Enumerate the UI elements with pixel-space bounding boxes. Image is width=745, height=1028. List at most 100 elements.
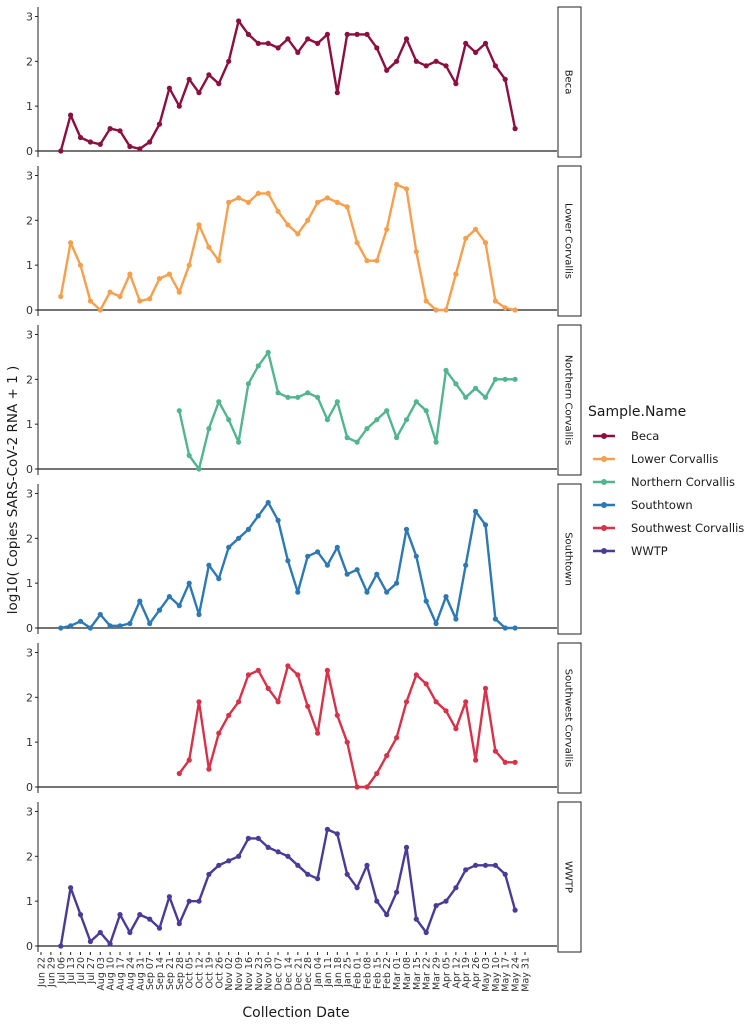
data-point xyxy=(334,199,340,205)
data-point xyxy=(127,929,133,936)
data-point xyxy=(374,770,380,777)
data-point xyxy=(403,844,410,851)
data-point xyxy=(413,916,419,922)
x-tick-label: Feb 08 xyxy=(362,957,373,989)
data-point xyxy=(216,81,222,87)
y-tick-label: 2 xyxy=(26,214,33,227)
facet-strip-label: Lower Corvallis xyxy=(563,203,574,279)
data-point xyxy=(473,226,479,232)
x-tick-label: Dec 07 xyxy=(274,957,285,991)
data-point xyxy=(186,757,192,763)
data-point xyxy=(423,681,429,687)
legend-item: Northern Corvallis xyxy=(593,475,735,489)
facet-strip xyxy=(557,483,582,635)
data-point xyxy=(453,726,459,732)
data-point xyxy=(216,862,222,868)
data-point xyxy=(245,381,251,387)
y-tick-label: 0 xyxy=(26,304,33,317)
data-point xyxy=(423,929,429,936)
data-point xyxy=(315,199,321,205)
data-point xyxy=(334,544,340,550)
x-tick-label: Sep 07 xyxy=(145,957,156,990)
x-tick-label: Oct 26 xyxy=(214,957,225,989)
x-tick-label: Jan 11 xyxy=(323,957,334,988)
facet-panel: 0 1 2 3 Lower Corvallis xyxy=(26,165,582,317)
data-point xyxy=(492,748,498,754)
x-tick-label: Mar 29 xyxy=(432,957,443,990)
x-tick-label: Nov 23 xyxy=(254,957,265,991)
data-point xyxy=(334,712,340,718)
data-point xyxy=(453,616,459,622)
data-point xyxy=(176,103,182,109)
legend-key-point xyxy=(601,525,607,531)
y-tick-label: 3 xyxy=(26,805,33,818)
data-point xyxy=(216,576,222,582)
data-point xyxy=(97,929,103,936)
legend-item: Southwest Corvallis xyxy=(593,521,744,535)
facet-strip xyxy=(557,801,582,953)
data-point xyxy=(216,730,222,736)
data-point xyxy=(394,58,400,64)
legend-item: Southtown xyxy=(593,498,693,512)
data-point xyxy=(226,199,232,205)
x-tick-label: Sep 21 xyxy=(165,957,176,990)
x-tick-label: Apr 19 xyxy=(461,957,472,989)
x-tick-label: Aug 31 xyxy=(135,957,146,991)
data-point xyxy=(176,770,182,777)
data-point xyxy=(285,558,291,564)
data-point xyxy=(324,195,330,201)
data-point xyxy=(285,663,291,669)
data-point xyxy=(196,466,202,472)
data-point xyxy=(492,862,498,868)
data-point xyxy=(117,623,123,629)
data-point xyxy=(137,298,143,304)
data-point xyxy=(196,699,202,705)
facet-panel: 0 1 2 3 Southtown xyxy=(26,483,582,635)
data-point xyxy=(295,862,301,868)
data-point xyxy=(236,535,242,541)
data-point xyxy=(374,258,380,264)
data-point xyxy=(423,63,429,69)
data-point xyxy=(68,112,74,118)
data-point xyxy=(305,871,311,877)
data-point xyxy=(403,36,410,42)
data-point xyxy=(433,620,439,627)
data-point xyxy=(364,426,370,432)
data-point xyxy=(166,271,172,277)
data-point xyxy=(413,553,419,559)
data-point xyxy=(315,876,321,882)
data-point xyxy=(305,390,311,396)
data-point xyxy=(58,148,64,154)
data-point xyxy=(443,708,449,714)
data-point xyxy=(265,349,271,355)
y-tick-label: 2 xyxy=(26,55,33,68)
data-point xyxy=(433,307,439,313)
data-point xyxy=(394,181,400,188)
data-point xyxy=(324,562,330,568)
legend-key-point xyxy=(601,433,607,439)
data-point xyxy=(196,90,202,96)
data-point xyxy=(206,244,212,250)
data-point xyxy=(502,76,508,82)
data-point xyxy=(206,871,212,877)
data-point xyxy=(305,36,311,42)
data-point xyxy=(324,417,330,423)
data-point xyxy=(315,730,321,736)
data-point xyxy=(176,921,182,927)
data-point xyxy=(137,598,143,604)
legend-key-point xyxy=(601,456,607,462)
data-point xyxy=(295,394,301,400)
data-point xyxy=(255,363,261,369)
data-point xyxy=(482,685,489,692)
x-tick-label: Sep 14 xyxy=(155,957,166,990)
y-tick-label: 3 xyxy=(26,10,33,23)
x-tick-label: Feb 15 xyxy=(372,957,383,989)
data-point xyxy=(186,76,192,82)
x-tick-label: Jan 18 xyxy=(333,957,344,988)
data-point xyxy=(354,439,360,445)
data-point xyxy=(68,885,74,891)
legend-label: Beca xyxy=(631,429,659,443)
data-point xyxy=(384,67,390,73)
data-point xyxy=(403,699,410,705)
